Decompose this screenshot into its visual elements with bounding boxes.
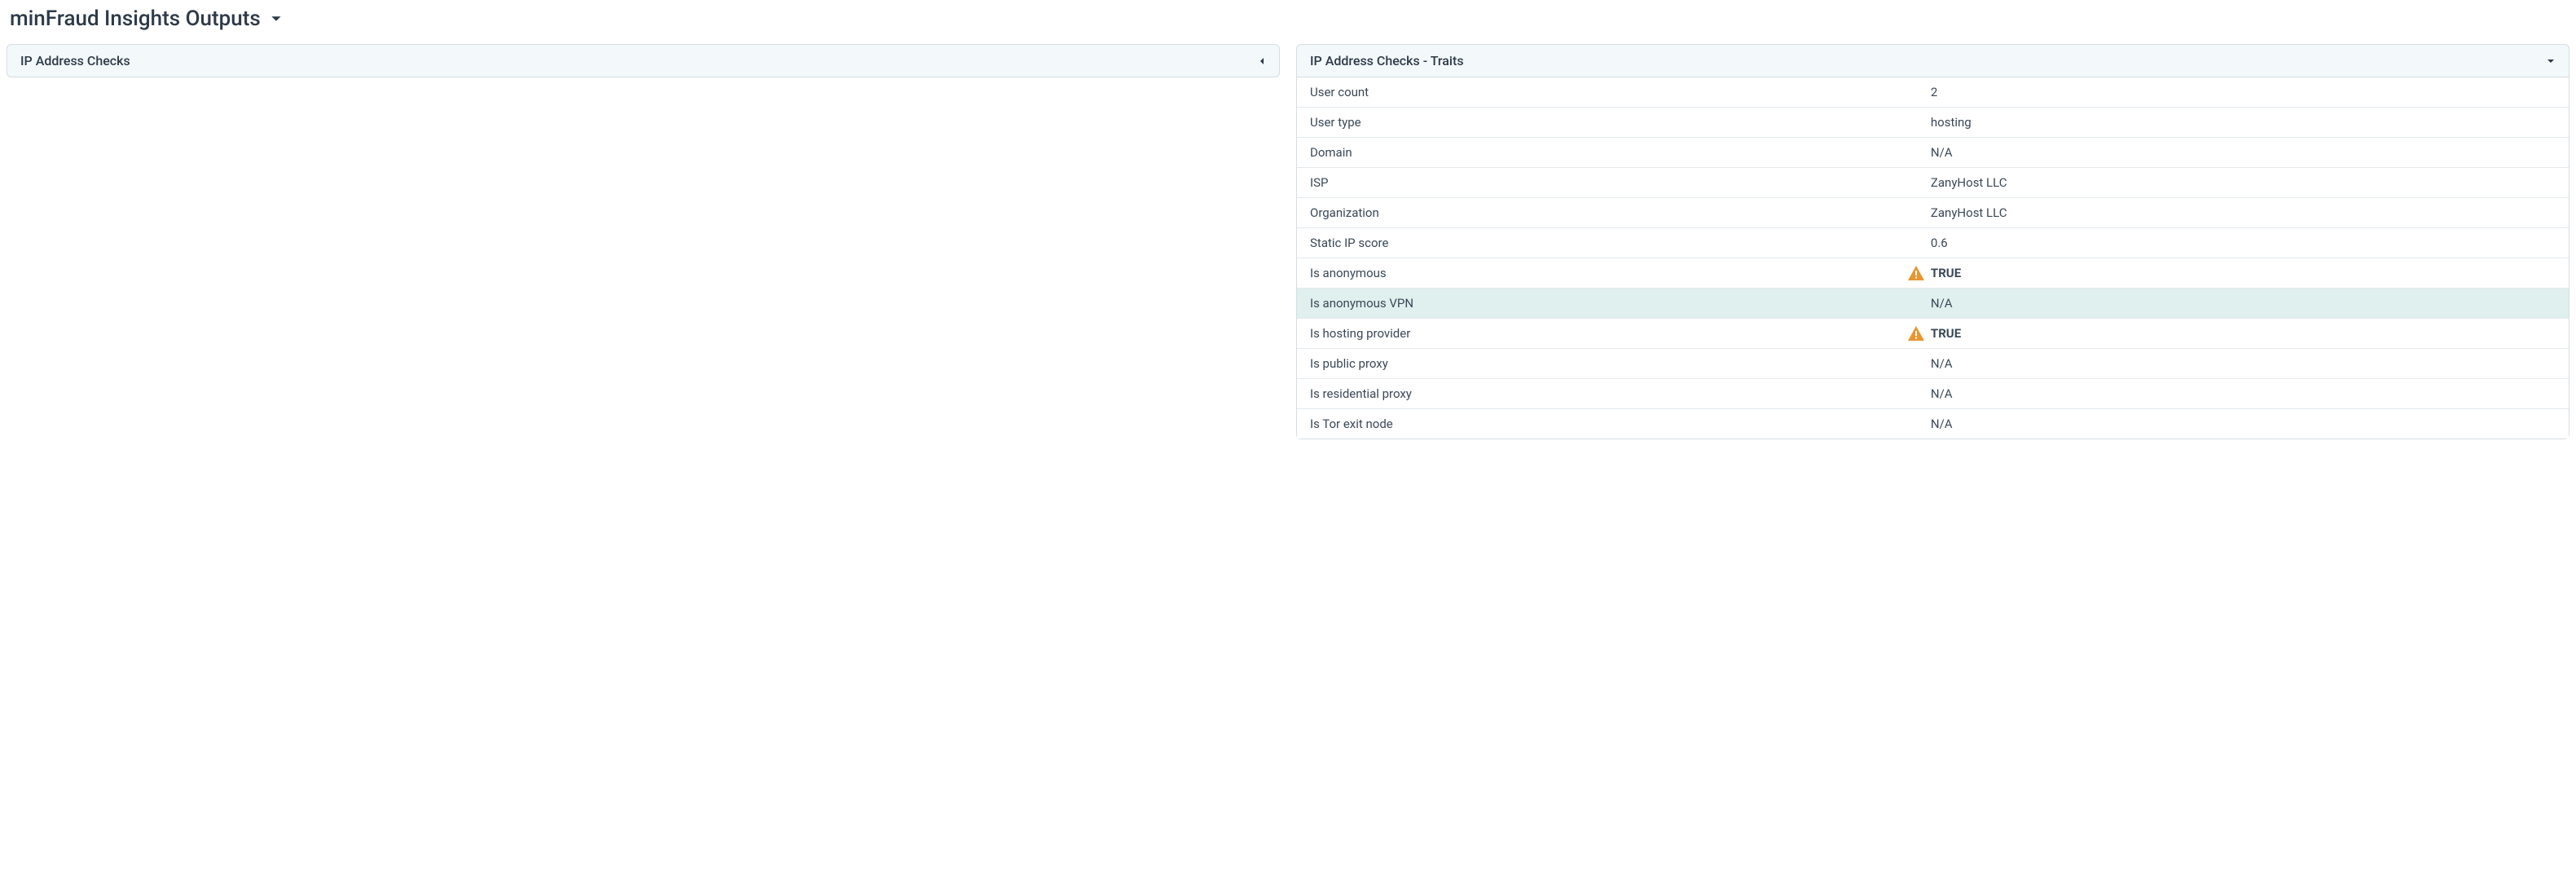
right-panel: IP Address Checks - Traits User count2Us… [1296, 44, 2569, 439]
trait-label: Is hosting provider [1310, 326, 1908, 341]
page-title: minFraud Insights Outputs [10, 7, 261, 31]
trait-label: Static IP score [1310, 236, 1908, 250]
trait-value: TRUE [1931, 326, 2556, 341]
trait-value: 0.6 [1931, 236, 2556, 250]
trait-value: N/A [1931, 296, 2556, 311]
trait-value: TRUE [1931, 266, 2556, 280]
trait-label: Organization [1310, 205, 1908, 220]
trait-label: Domain [1310, 145, 1908, 160]
trait-value: N/A [1931, 145, 2556, 160]
trait-row: Static IP score 0.6 [1297, 227, 2569, 258]
ip-address-checks-header[interactable]: IP Address Checks [7, 44, 1280, 77]
trait-row: Is anonymous TRUE [1297, 258, 2569, 288]
trait-value: 2 [1931, 85, 2556, 99]
trait-value: ZanyHost LLC [1931, 205, 2556, 220]
left-panel: IP Address Checks [7, 44, 1280, 77]
trait-row: Organization ZanyHost LLC [1297, 197, 2569, 227]
trait-value: N/A [1931, 386, 2556, 401]
trait-label: Is residential proxy [1310, 386, 1908, 401]
trait-label: Is anonymous VPN [1310, 296, 1908, 311]
right-panel-title: IP Address Checks - Traits [1310, 53, 1464, 68]
trait-value: N/A [1931, 417, 2556, 431]
trait-row: Is residential proxy N/A [1297, 378, 2569, 408]
warning-icon [1908, 266, 1924, 280]
left-panel-title: IP Address Checks [20, 53, 130, 68]
trait-value: N/A [1931, 356, 2556, 371]
trait-label: ISP [1310, 175, 1908, 190]
trait-label: Is public proxy [1310, 356, 1908, 371]
warning-icon [1908, 326, 1924, 341]
trait-row: Is hosting provider TRUE [1297, 318, 2569, 348]
trait-label: Is Tor exit node [1310, 417, 1908, 431]
trait-label: Is anonymous [1310, 266, 1908, 280]
trait-row: User type hosting [1297, 107, 2569, 137]
trait-row: Is Tor exit node N/A [1297, 408, 2569, 439]
trait-row: Is anonymous VPN N/A [1297, 288, 2569, 318]
trait-value: hosting [1931, 115, 2556, 130]
trait-icon-cell [1908, 266, 1931, 280]
ip-address-checks-traits-header[interactable]: IP Address Checks - Traits [1296, 44, 2569, 77]
trait-row: ISP ZanyHost LLC [1297, 167, 2569, 197]
panels-container: IP Address Checks IP Address Checks - Tr… [7, 44, 2569, 439]
chevron-down-icon[interactable] [270, 13, 282, 24]
caret-left-icon [1258, 56, 1266, 66]
trait-value: ZanyHost LLC [1931, 175, 2556, 190]
trait-row: Is public proxy N/A [1297, 348, 2569, 378]
trait-label: User type [1310, 115, 1908, 130]
trait-row: Domain N/A [1297, 137, 2569, 167]
chevron-down-icon [2546, 57, 2556, 65]
traits-table: User count 2 User type hosting Domain N/A ISP Z… [1296, 77, 2569, 439]
trait-label: User count [1310, 85, 1908, 99]
page-header: minFraud Insights Outputs [7, 7, 2569, 31]
trait-icon-cell [1908, 326, 1931, 341]
trait-row: User count 2 [1297, 77, 2569, 107]
